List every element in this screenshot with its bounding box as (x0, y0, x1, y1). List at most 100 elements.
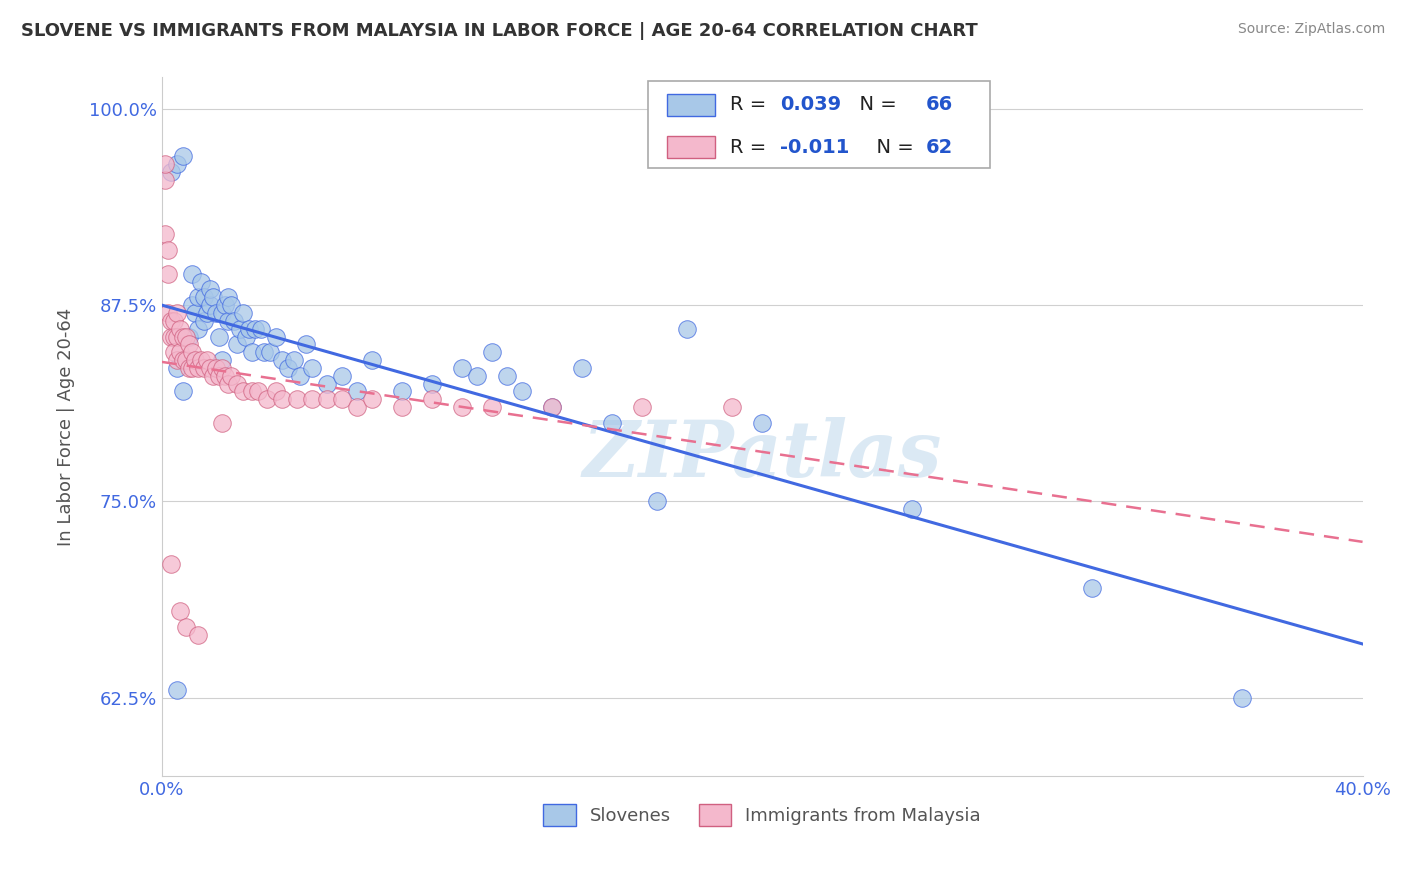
Point (187, 628, 209, 642)
Point (600, 416, 623, 430)
Point (160, 558, 183, 572)
Point (219, 298, 242, 312)
FancyBboxPatch shape (668, 94, 716, 116)
Point (190, 275, 212, 289)
Text: N =: N = (865, 137, 921, 157)
Text: SLOVENE VS IMMIGRANTS FROM MALAYSIA IN LABOR FORCE | AGE 20-64 CORRELATION CHART: SLOVENE VS IMMIGRANTS FROM MALAYSIA IN L… (21, 22, 977, 40)
Point (391, 400, 413, 414)
Point (451, 360, 474, 375)
Point (751, 416, 773, 430)
Point (217, 290, 239, 304)
Point (316, 392, 339, 407)
Point (187, 321, 209, 335)
Point (1232, 690, 1254, 705)
Point (253, 345, 276, 359)
Point (172, 384, 194, 399)
Point (631, 400, 654, 414)
Point (169, 604, 191, 618)
Point (174, 353, 197, 368)
Point (571, 360, 593, 375)
Point (169, 321, 191, 335)
Point (211, 306, 233, 320)
Point (166, 306, 188, 320)
Text: N =: N = (848, 95, 904, 114)
Point (285, 392, 308, 407)
Point (391, 384, 413, 399)
Point (346, 400, 368, 414)
Point (481, 400, 503, 414)
Point (217, 376, 239, 391)
Point (163, 345, 186, 359)
Point (246, 384, 269, 399)
Point (156, 306, 179, 320)
Point (181, 360, 204, 375)
Point (510, 384, 533, 399)
Point (250, 321, 273, 335)
Point (166, 360, 188, 375)
Text: -0.011: -0.011 (780, 137, 849, 157)
Point (222, 314, 245, 328)
Point (301, 360, 323, 375)
Point (330, 368, 353, 383)
Point (256, 392, 278, 407)
Point (295, 337, 318, 351)
Point (481, 345, 503, 359)
Point (271, 392, 294, 407)
Point (181, 298, 204, 312)
Point (541, 400, 564, 414)
Point (277, 360, 299, 375)
Point (166, 682, 188, 697)
Point (177, 329, 200, 343)
Point (316, 376, 339, 391)
Point (211, 353, 233, 368)
Point (211, 360, 233, 375)
Point (346, 384, 368, 399)
Point (214, 298, 236, 312)
Point (361, 353, 384, 368)
Point (174, 329, 197, 343)
Point (238, 321, 260, 335)
Text: 62: 62 (925, 137, 953, 157)
Point (211, 416, 233, 430)
Point (721, 400, 744, 414)
Point (901, 502, 924, 516)
Point (645, 494, 668, 508)
Point (201, 290, 224, 304)
Point (156, 267, 179, 281)
Text: ZIPatlas: ZIPatlas (582, 417, 942, 493)
Point (193, 360, 215, 375)
Point (226, 337, 249, 351)
Point (156, 243, 179, 257)
Point (187, 360, 209, 375)
Point (190, 353, 212, 368)
Point (240, 345, 263, 359)
Point (259, 345, 281, 359)
Point (198, 360, 221, 375)
Point (153, 157, 176, 171)
Point (676, 321, 699, 335)
Point (205, 360, 228, 375)
Point (465, 368, 488, 383)
Point (163, 314, 186, 328)
Point (301, 392, 323, 407)
Text: 66: 66 (925, 95, 953, 114)
Point (232, 384, 254, 399)
FancyBboxPatch shape (648, 81, 990, 169)
Point (181, 267, 204, 281)
Point (330, 392, 353, 407)
Point (271, 353, 294, 368)
Text: R =: R = (730, 95, 772, 114)
Point (264, 384, 287, 399)
Point (288, 368, 311, 383)
Point (217, 314, 239, 328)
Point (172, 329, 194, 343)
Point (184, 306, 207, 320)
Point (1081, 581, 1104, 595)
Point (160, 329, 183, 343)
Point (172, 149, 194, 163)
Point (195, 353, 218, 368)
Point (205, 306, 228, 320)
FancyBboxPatch shape (668, 136, 716, 159)
Point (166, 157, 188, 171)
Point (541, 400, 564, 414)
